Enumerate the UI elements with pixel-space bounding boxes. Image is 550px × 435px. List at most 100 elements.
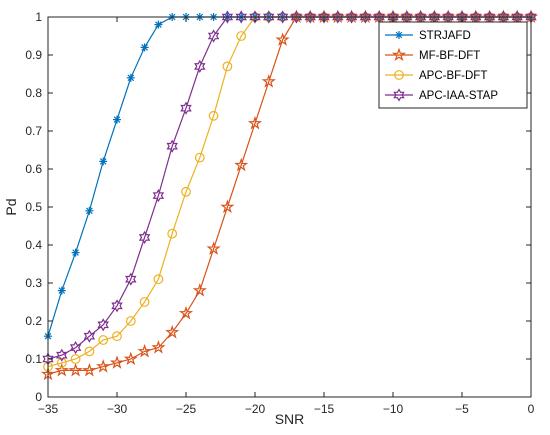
data-point xyxy=(167,228,178,239)
data-point xyxy=(70,354,81,364)
data-point xyxy=(222,61,233,72)
data-point xyxy=(247,115,263,130)
data-point xyxy=(181,186,191,197)
data-point xyxy=(207,29,220,43)
legend: STRJAFD MF-BF-DFT APC-BF-DFT APC-IAA-STAP xyxy=(378,21,528,109)
data-point xyxy=(98,335,109,345)
data-point xyxy=(140,43,149,52)
data-point xyxy=(151,340,166,354)
data-point xyxy=(178,305,194,320)
data-point xyxy=(123,351,138,366)
legend-marker xyxy=(391,47,407,62)
data-point xyxy=(221,10,234,24)
data-point xyxy=(194,59,206,74)
data-point xyxy=(56,357,67,368)
data-point xyxy=(236,31,247,41)
x-tick-label: −30 xyxy=(107,402,128,416)
data-point xyxy=(126,73,135,82)
data-point xyxy=(192,283,207,297)
x-tick-label: −25 xyxy=(176,402,197,416)
data-point xyxy=(125,316,136,326)
legend-box xyxy=(378,21,528,109)
data-point xyxy=(152,188,165,203)
data-point xyxy=(96,359,111,373)
data-point xyxy=(234,157,249,172)
data-point xyxy=(165,324,180,339)
legend-item: STRJAFD xyxy=(385,30,471,42)
y-tick-label: 0.1 xyxy=(25,352,42,366)
legend-item: APC-IAA-STAP xyxy=(385,88,498,102)
data-point xyxy=(71,248,80,257)
y-tick-label: 0 xyxy=(35,390,42,404)
data-point xyxy=(154,20,163,29)
data-point xyxy=(54,362,69,377)
data-point xyxy=(249,10,261,24)
legend-label: MF-BF-DFT xyxy=(419,50,480,62)
data-point xyxy=(111,299,123,313)
x-axis-label: SNR xyxy=(275,411,305,427)
data-point xyxy=(109,355,125,369)
x-tick-label: −15 xyxy=(314,402,335,416)
legend-label: APC-BF-DFT xyxy=(419,70,487,82)
data-point xyxy=(263,10,275,24)
data-point xyxy=(139,297,150,307)
data-point xyxy=(235,10,247,24)
data-point xyxy=(304,10,316,24)
data-point xyxy=(194,152,205,163)
data-point xyxy=(68,362,83,377)
data-point xyxy=(82,362,97,377)
y-tick-label: 1 xyxy=(35,10,42,24)
legend-marker xyxy=(393,88,405,102)
data-point xyxy=(137,343,152,358)
data-point xyxy=(318,10,330,24)
y-tick-label: 0.3 xyxy=(25,276,42,290)
data-point xyxy=(206,241,221,255)
data-point xyxy=(220,199,235,214)
legend-marker xyxy=(394,70,404,80)
x-axis: −35 −30 −25 −20 −15 −10 −5 0 xyxy=(38,17,535,416)
y-tick-label: 0.9 xyxy=(25,48,42,62)
data-point xyxy=(99,157,108,166)
x-tick-label: 0 xyxy=(528,402,535,416)
data-point xyxy=(180,101,192,115)
x-tick-label: −35 xyxy=(38,402,59,416)
y-tick-label: 0.4 xyxy=(25,238,42,252)
data-point xyxy=(97,318,109,332)
data-point xyxy=(113,115,121,124)
data-point xyxy=(261,74,276,88)
data-point xyxy=(153,274,164,285)
data-point xyxy=(57,286,66,295)
data-point xyxy=(138,230,151,245)
y-axis-label: Pd xyxy=(3,198,19,215)
y-tick-label: 0.7 xyxy=(25,124,42,138)
x-tick-label: −5 xyxy=(455,402,469,416)
y-tick-label: 0.6 xyxy=(25,162,42,176)
y-tick-label: 0.8 xyxy=(25,86,42,100)
legend-marker xyxy=(395,31,403,39)
data-point xyxy=(345,10,358,24)
data-point xyxy=(275,32,290,46)
data-point xyxy=(332,10,344,24)
y-axis: 0 0.1 0.2 0.3 0.4 0.5 0.6 0.7 0.8 0.9 1 xyxy=(25,10,531,404)
legend-item: MF-BF-DFT xyxy=(385,47,480,62)
data-point xyxy=(83,329,96,343)
data-point xyxy=(359,10,372,24)
data-point xyxy=(125,272,137,286)
y-tick-label: 0.5 xyxy=(25,200,42,214)
data-point xyxy=(276,10,289,24)
data-point xyxy=(290,10,303,24)
legend-item: APC-BF-DFT xyxy=(385,70,487,82)
data-point xyxy=(166,139,178,153)
data-point xyxy=(56,348,68,362)
legend-label: STRJAFD xyxy=(419,30,471,42)
data-point xyxy=(112,331,122,342)
data-point xyxy=(84,346,95,357)
data-point xyxy=(85,206,94,215)
x-tick-label: −10 xyxy=(383,402,404,416)
y-tick-label: 0.2 xyxy=(25,314,42,328)
data-point xyxy=(208,110,219,121)
legend-label: APC-IAA-STAP xyxy=(419,90,498,102)
data-point xyxy=(69,340,82,355)
x-tick-label: −20 xyxy=(245,402,266,416)
